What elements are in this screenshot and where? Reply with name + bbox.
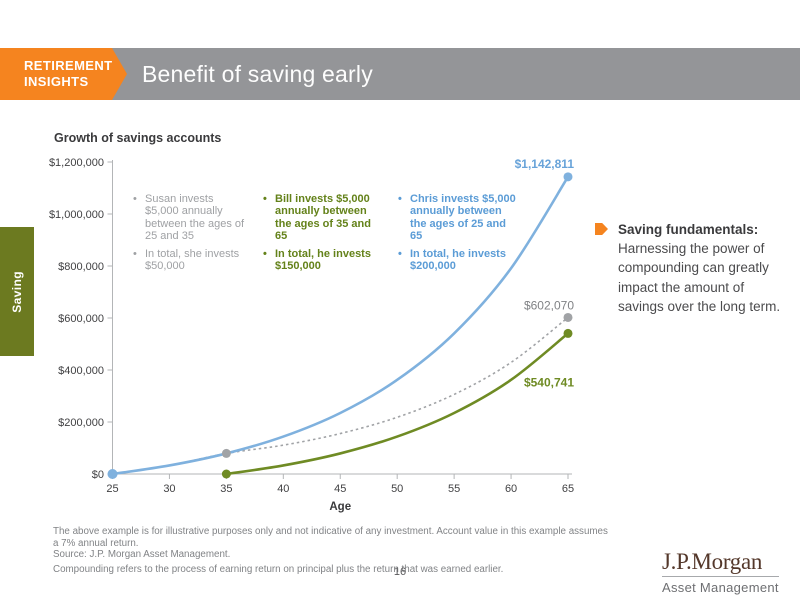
badge-line2: INSIGHTS xyxy=(24,74,89,89)
y-tick-label: $200,000 xyxy=(58,417,104,429)
x-tick-label: 45 xyxy=(334,483,346,495)
chart-title: Growth of savings accounts xyxy=(54,131,222,145)
logo-subtitle: Asset Management xyxy=(662,580,779,595)
legend-susan: Susan invests $5,000 annually between th… xyxy=(133,193,245,277)
x-tick-label: 35 xyxy=(220,483,232,495)
x-tick-label: 30 xyxy=(163,483,175,495)
legend-item: Bill invests $5,000 annually between the… xyxy=(263,193,384,243)
badge-line1: RETIREMENT xyxy=(24,57,113,73)
legend-chris: Chris invests $5,000 annually between th… xyxy=(398,193,516,277)
saving-fundamentals-callout: Saving fundamentals: Harnessing the powe… xyxy=(618,220,782,316)
series-line-bill xyxy=(226,332,569,476)
callout-heading: Saving fundamentals: xyxy=(618,222,759,237)
value-label-bill: $540,741 xyxy=(524,375,574,389)
footnote-compounding: Compounding refers to the process of ear… xyxy=(53,563,504,575)
page-number: 16 xyxy=(393,566,407,578)
series-marker-chris xyxy=(107,469,118,479)
value-label-susan: $602,070 xyxy=(524,298,574,312)
x-tick-label: 25 xyxy=(106,483,118,495)
series-marker-susan xyxy=(221,448,231,458)
legend-item: In total, he invests $150,000 xyxy=(263,248,384,273)
jpmorgan-logo: J.P.Morgan Asset Management xyxy=(662,549,779,595)
x-tick-label: 40 xyxy=(277,483,289,495)
x-tick-label: 55 xyxy=(448,483,460,495)
callout-body: Harnessing the power of compounding can … xyxy=(618,241,781,314)
footnotes: The above example is for illustrative pu… xyxy=(53,526,613,575)
legend-item: Susan invests $5,000 annually between th… xyxy=(133,193,245,243)
x-tick-label: 60 xyxy=(505,483,517,495)
y-tick-label: $0 xyxy=(92,469,104,481)
x-tick-label: 50 xyxy=(391,483,403,495)
growth-of-savings-chart: $0 $200,000 $400,000 $600,000 $800,000 $1,000… xyxy=(49,157,575,513)
legend-bill: Bill invests $5,000 annually between the… xyxy=(263,193,384,277)
series-marker-bill xyxy=(563,328,573,338)
logo-wordmark: J.P.Morgan xyxy=(662,549,779,577)
y-tick-label: $1,000,000 xyxy=(49,209,104,221)
retirement-insights-badge: RETIREMENT INSIGHTS xyxy=(0,48,127,100)
arrow-bullet-icon xyxy=(595,223,608,235)
footnote-line: The above example is for illustrative pu… xyxy=(53,526,608,549)
legend-item: Chris invests $5,000 annually between th… xyxy=(398,193,516,243)
sidebar-tab-saving[interactable]: Saving xyxy=(0,227,34,356)
x-axis-title: Age xyxy=(329,501,351,513)
value-label-chris: $1,142,811 xyxy=(515,157,575,171)
footnote-source: Source: J.P. Morgan Asset Management. xyxy=(53,549,231,560)
legend-item: In total, she invests $50,000 xyxy=(133,248,245,273)
y-tick-label: $600,000 xyxy=(58,313,104,325)
page-title: Benefit of saving early xyxy=(142,60,373,87)
series-marker-bill xyxy=(221,469,231,479)
y-tick-label: $400,000 xyxy=(58,365,104,377)
x-tick-label: 65 xyxy=(562,483,574,495)
y-tick-label: $800,000 xyxy=(58,261,104,273)
series-marker-chris xyxy=(563,172,573,182)
legend-item: In total, he invests $200,000 xyxy=(398,248,516,273)
y-tick-label: $1,200,000 xyxy=(49,157,104,169)
series-marker-susan xyxy=(563,312,573,322)
header-bar: RETIREMENT INSIGHTS Benefit of saving ea… xyxy=(0,48,800,100)
series-line-susan xyxy=(112,316,569,475)
